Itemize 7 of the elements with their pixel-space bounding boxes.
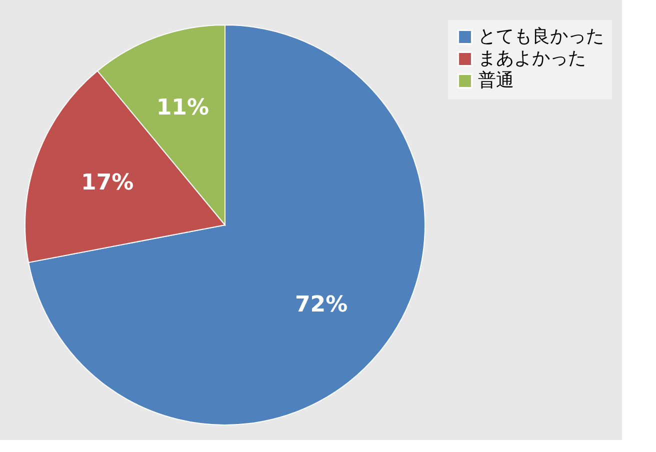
data-label: 11% [156,95,209,120]
data-label: 72% [294,292,348,318]
legend-label: まあよかった [478,48,586,69]
data-label: 17% [81,170,134,196]
pie-slice [28,24,426,426]
legend-label: 普通 [478,70,514,91]
legend-label: とても良かった [478,26,604,47]
